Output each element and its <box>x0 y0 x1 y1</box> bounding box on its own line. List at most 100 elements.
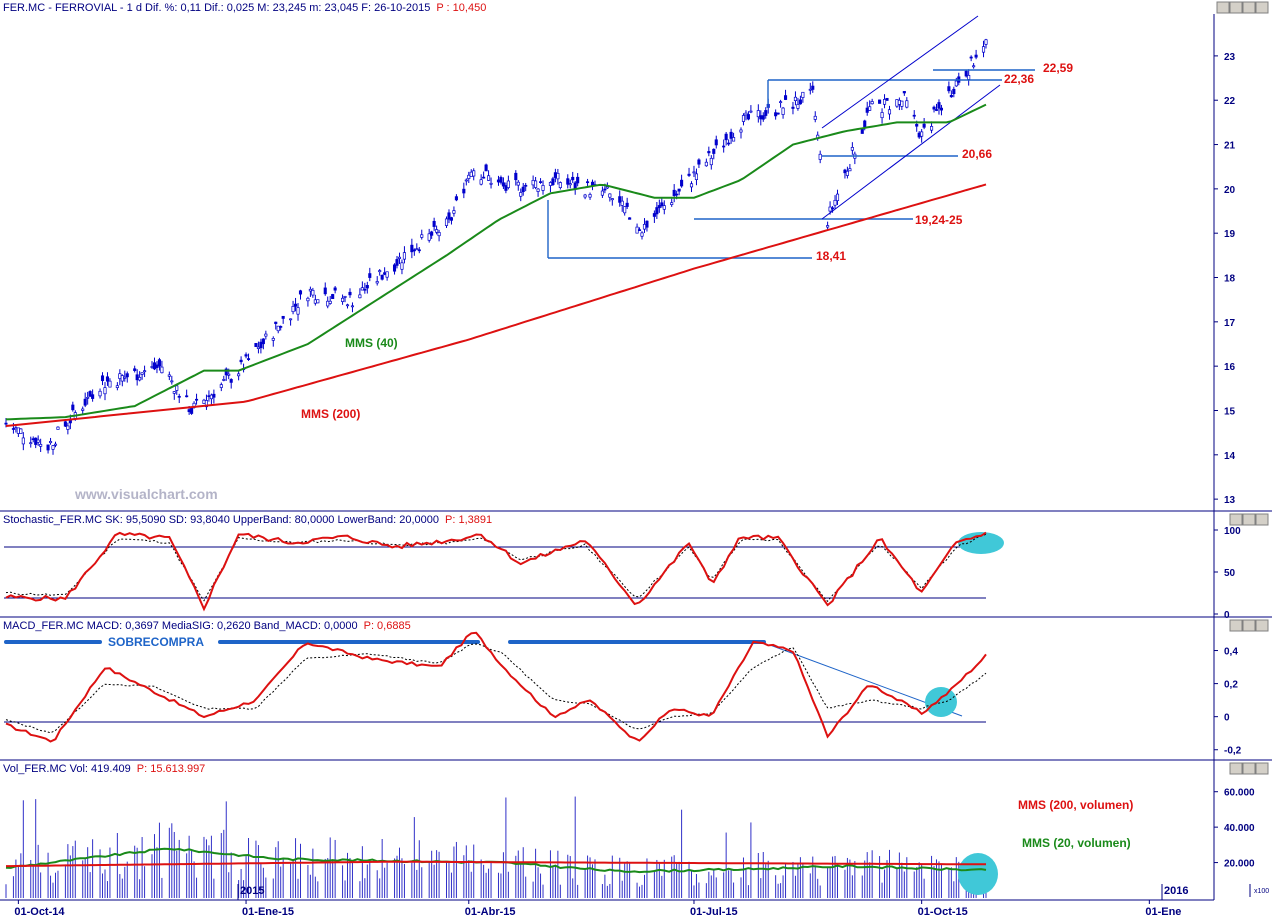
candle-body <box>831 207 835 210</box>
candle-body <box>420 234 424 238</box>
candle-body <box>410 244 414 253</box>
label-mms40: MMS (40) <box>345 336 398 350</box>
volume-bars <box>5 796 987 898</box>
candle-body <box>98 390 102 397</box>
label-vol-mms20: MMS (20, volumen) <box>1022 836 1131 850</box>
candle-body <box>895 99 899 107</box>
tick-label: 20.000 <box>1224 859 1255 870</box>
candle-body <box>781 107 785 115</box>
candle-body <box>776 112 780 115</box>
candle-body <box>920 131 924 137</box>
candle-body <box>400 262 404 270</box>
candle-body <box>395 259 399 266</box>
candle-body <box>326 300 330 307</box>
candle-body <box>724 133 728 141</box>
candle-body <box>796 104 800 109</box>
tick-label: 18 <box>1224 274 1236 285</box>
candle-body <box>608 193 612 198</box>
candle-body <box>536 188 540 192</box>
candle-body <box>118 373 122 379</box>
candle-body <box>727 142 731 145</box>
candle-body <box>368 273 372 278</box>
candle-body <box>642 224 647 230</box>
candle-body <box>954 80 958 87</box>
macd-window-controls[interactable] <box>1229 619 1269 632</box>
candle-body <box>628 217 632 220</box>
candle-body <box>774 112 778 117</box>
candle-body <box>467 174 471 179</box>
vol-window-controls[interactable] <box>1229 762 1269 775</box>
candle-body <box>885 97 889 101</box>
candle-body <box>882 99 887 105</box>
candle-body <box>571 176 575 181</box>
candle-body <box>640 232 644 237</box>
candle-body <box>964 70 968 77</box>
label-18-41: 18,41 <box>816 249 846 263</box>
price-candles <box>4 38 988 455</box>
mms200-line <box>5 183 987 427</box>
candle-body <box>358 294 362 299</box>
candle-body <box>392 264 397 272</box>
price-window-controls[interactable] <box>1216 1 1269 14</box>
candle-body <box>202 399 206 404</box>
candle-body <box>170 380 174 383</box>
candle-body <box>843 169 847 174</box>
candle-body <box>177 395 181 398</box>
candle-body <box>261 338 265 345</box>
stoch-axis-ticks: 0 50 100 <box>1214 526 1241 621</box>
candle-body <box>190 407 194 414</box>
label-20-66: 20,66 <box>962 147 992 161</box>
candle-body <box>981 46 986 53</box>
candle-body <box>150 366 154 368</box>
candle-body <box>259 341 263 349</box>
candle-body <box>947 86 951 92</box>
candle-body <box>427 233 431 241</box>
candle-body <box>138 377 142 381</box>
candle-body <box>949 95 953 98</box>
candle-body <box>444 218 449 226</box>
candle-body <box>219 384 223 388</box>
candle-body <box>378 270 382 273</box>
candle-body <box>868 106 872 111</box>
stoch-window-controls[interactable] <box>1229 513 1269 526</box>
candle-body <box>375 281 379 284</box>
candle-body <box>732 137 736 142</box>
candle-body <box>4 422 8 425</box>
candle-body <box>103 387 107 395</box>
mms40-line <box>5 103 987 421</box>
macd-highlight <box>925 687 957 717</box>
candle-body <box>848 168 852 172</box>
candle-body <box>108 380 112 388</box>
stoch-lines <box>5 531 987 612</box>
candle-body <box>878 99 882 104</box>
tick-label: 23 <box>1224 52 1236 63</box>
candle-body <box>887 109 892 115</box>
candle-body <box>902 91 906 94</box>
candle-body <box>722 145 726 148</box>
tick-label: 15 <box>1224 406 1236 417</box>
candle-body <box>172 391 176 394</box>
candle-body <box>756 110 760 118</box>
tick-label: 13 <box>1224 495 1236 506</box>
candle-body <box>447 212 451 220</box>
candle-body <box>39 443 43 447</box>
candle-body <box>818 153 822 160</box>
x-label: 01-Jul-15 <box>690 906 738 917</box>
candle-body <box>291 305 295 313</box>
candle-body <box>415 248 419 251</box>
candle-body <box>227 373 231 376</box>
candle-body <box>692 171 696 174</box>
volume-highlight <box>958 853 998 895</box>
candle-body <box>660 202 664 207</box>
tick-label: 100 <box>1224 526 1241 537</box>
candle-body <box>524 184 528 187</box>
x-label: 01-Ene <box>1145 906 1181 917</box>
x-label: 01-Abr-15 <box>465 906 516 917</box>
candle-body <box>675 193 679 196</box>
stoch-sd-line <box>5 533 987 603</box>
candle-body <box>385 271 389 278</box>
candle-body <box>274 321 278 324</box>
candle-body <box>345 304 350 307</box>
candle-body <box>83 398 87 406</box>
svg-text:MACD_FER.MC MACD: 0,3697 Media: MACD_FER.MC MACD: 0,3697 MediaSIG: 0,262… <box>3 620 411 632</box>
